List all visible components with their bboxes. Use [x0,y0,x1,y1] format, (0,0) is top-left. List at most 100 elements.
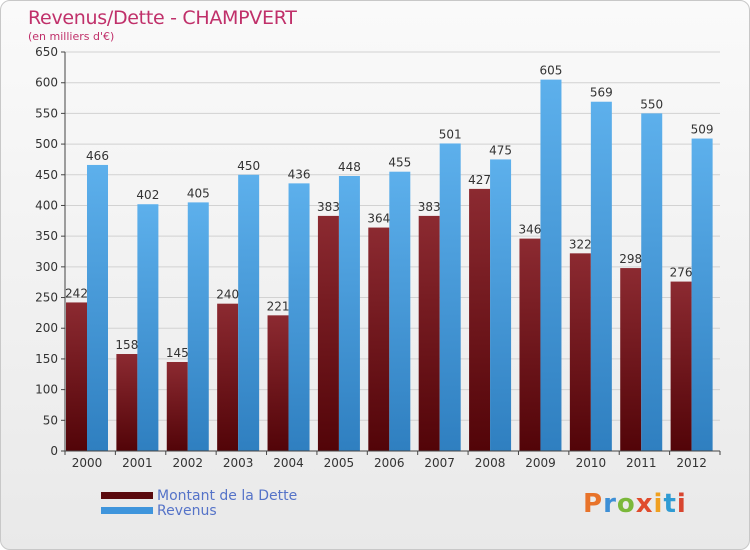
data-label: 158 [115,338,138,352]
logo-letter: o [616,489,636,519]
x-tick-label: 2003 [223,456,254,470]
bar-revenue [641,113,663,451]
bar-revenue [490,159,512,451]
bar-revenue [87,164,108,451]
y-tick-label: 0 [50,444,58,458]
bar-debt [418,215,440,451]
y-tick-label: 300 [35,260,58,274]
x-tick-label: 2000 [72,456,103,470]
proxiti-logo: Proxiti [583,489,687,519]
data-label: 383 [418,200,441,214]
y-tick-label: 450 [35,168,58,182]
bar-revenue [439,143,461,451]
data-label: 550 [640,97,663,111]
data-label: 276 [670,266,693,280]
legend-label-debt: Montant de la Dette [157,487,298,504]
x-tick-label: 2005 [324,456,355,470]
bar-debt [670,281,692,451]
bar-revenue [137,204,159,451]
data-labels: 242 466 158 402 145 405 240 450 221 436 383 448 364 4… [65,64,714,360]
x-tick-label: 2007 [424,456,455,470]
data-label: 501 [439,127,462,141]
y-tick-label: 500 [35,137,58,151]
y-tick-label: 350 [35,229,58,243]
x-tick-label: 2004 [273,456,304,470]
data-label: 466 [86,149,109,163]
bar-revenue [691,138,713,451]
data-label: 448 [338,160,361,174]
legend-item-debt: Montant de la Dette [101,487,298,504]
bar-debt [368,227,390,451]
bar-debt [519,238,541,451]
x-tick-label: 2009 [525,456,556,470]
x-tick-label: 2002 [172,456,203,470]
y-tick-label: 400 [35,198,58,212]
logo-letter: i [653,489,664,519]
y-axis-ticks: 0 50 100 150 200 250 300 350 400 450 500 550 600 650 [35,45,65,458]
y-tick-label: 100 [35,383,58,397]
data-label: 322 [569,237,592,251]
bar-debt [469,188,491,451]
y-tick-label: 600 [35,76,58,90]
data-label: 383 [317,200,340,214]
legend-item-revenue: Revenus [101,502,297,519]
data-label: 436 [288,167,311,181]
x-tick-label: 2006 [374,456,405,470]
bar-debt [217,303,239,451]
bar-debt [116,354,138,451]
data-label: 427 [468,173,491,187]
logo-letter: t [663,489,677,519]
data-label: 240 [216,288,239,302]
legend-label-revenue: Revenus [157,502,217,519]
x-tick-label: 2011 [626,456,657,470]
x-tick-label: 2010 [576,456,607,470]
data-label: 569 [590,86,613,100]
chart-title: Revenus/Dette - CHAMPVERT [28,7,297,29]
bar-debt [267,315,289,451]
bar-revenue [590,101,612,452]
legend-swatch-debt [101,492,153,499]
bar-debt [569,253,591,451]
data-label: 364 [367,212,390,226]
logo-letter: P [583,489,604,519]
bar-revenue [389,171,411,451]
bar-revenue [540,79,562,451]
data-label: 509 [691,123,714,137]
y-tick-label: 650 [35,45,58,59]
y-tick-label: 200 [35,321,58,335]
y-tick-label: 150 [35,352,58,366]
bar-debt [66,302,87,451]
bars-group [66,79,713,452]
legend: Montant de la Dette Revenus [101,487,298,519]
bar-revenue [238,174,260,451]
data-label: 402 [136,188,159,202]
logo-letter: r [603,489,617,519]
data-label: 221 [267,299,290,313]
x-tick-label: 2012 [676,456,707,470]
bar-debt [317,215,339,451]
data-label: 346 [519,223,542,237]
legend-swatch-revenue [101,507,153,514]
data-label: 405 [187,186,210,200]
data-label: 605 [540,64,563,78]
x-tick-label: 2008 [475,456,506,470]
chart-subtitle: (en milliers d'€) [28,30,115,43]
bar-revenue [338,175,360,451]
logo-letter: x [635,489,654,519]
x-axis-ticks: 2000 2001 2002 2003 2004 2005 2006 2007 2008 2009… [64,451,721,470]
logo-letter: i [676,489,687,519]
y-tick-label: 550 [35,106,58,120]
y-tick-label: 250 [35,291,58,305]
bar-debt [166,361,188,451]
data-label: 298 [619,252,642,266]
bar-revenue [187,202,209,451]
x-tick-label: 2001 [122,456,153,470]
data-label: 242 [65,286,88,300]
bar-debt [620,268,642,451]
data-label: 455 [388,156,411,170]
data-label: 475 [489,143,512,157]
bar-revenue [288,183,310,451]
data-label: 145 [166,346,189,360]
